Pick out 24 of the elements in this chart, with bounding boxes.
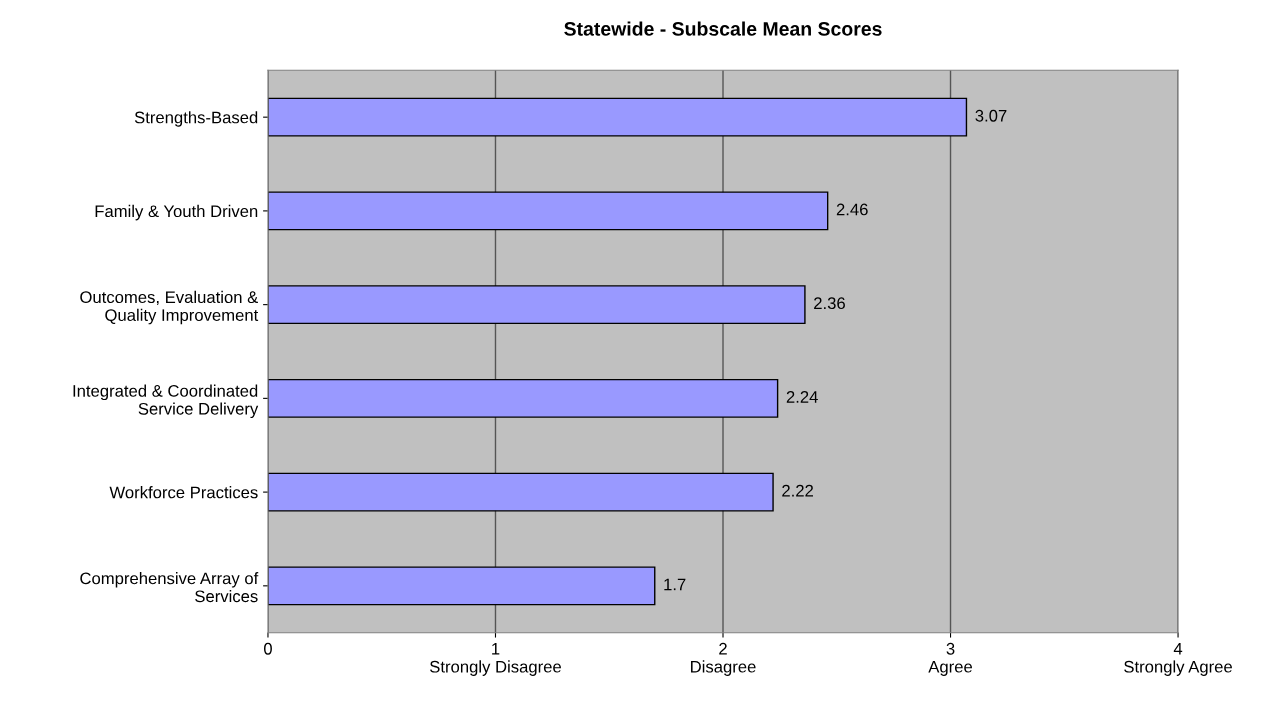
data-label: 2.36 — [814, 297, 845, 310]
y-tick-label: Workforce Practices — [109, 486, 258, 499]
x-tick-label: 3 Agree — [928, 642, 973, 676]
data-label: 3.07 — [975, 109, 1007, 122]
bar — [267, 378, 779, 418]
x-tick-label: 0 — [263, 642, 272, 655]
data-label: 2.46 — [836, 203, 868, 216]
y-tick-label: Family & Youth Driven — [95, 204, 258, 221]
bar — [267, 566, 656, 606]
bar — [267, 285, 806, 325]
x-tick-label: 2 Disagree — [691, 642, 756, 676]
y-tick-label: Comprehensive Array of Services — [80, 572, 259, 603]
x-tick-label: 1 Strongly Disagree — [430, 643, 561, 676]
data-label: 2.24 — [786, 391, 818, 403]
bar — [267, 472, 774, 512]
y-tick-label: Integrated & Coordinated Service Delivery — [73, 384, 259, 419]
y-tick-label: Strengths-Based — [134, 111, 258, 127]
x-tick-label: 4 Strongly Agree — [1124, 643, 1232, 676]
bar — [267, 97, 968, 137]
chart-title: Statewide - Subscale Mean Scores — [564, 21, 882, 36]
data-label: 1.7 — [664, 578, 686, 591]
bar — [267, 191, 829, 231]
data-label: 2.22 — [782, 484, 813, 497]
y-tick-label: Outcomes, Evaluation & Quality Improvement — [80, 290, 259, 325]
